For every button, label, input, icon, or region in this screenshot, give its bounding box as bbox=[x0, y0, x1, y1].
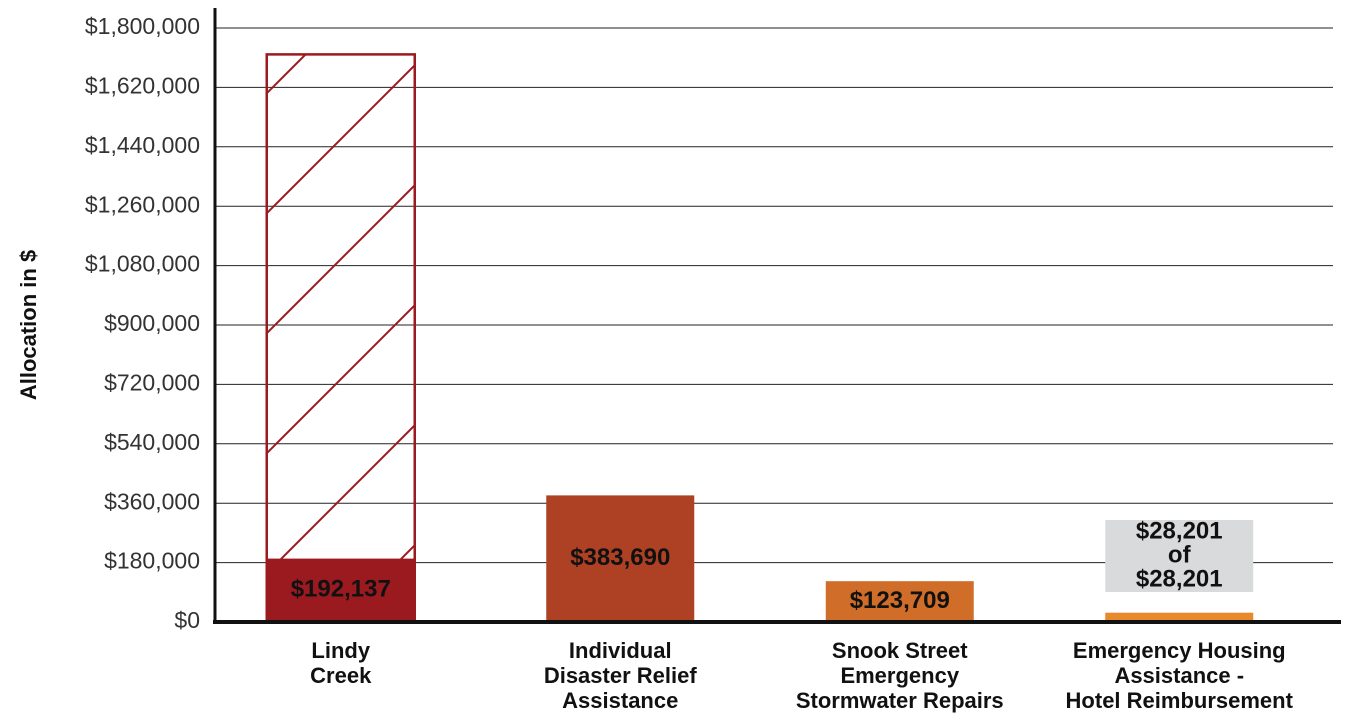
y-tick-label: $720,000 bbox=[104, 369, 200, 395]
y-tick-label: $900,000 bbox=[104, 310, 200, 336]
bar bbox=[546, 495, 695, 622]
x-tick-label: Lindy bbox=[311, 638, 370, 663]
x-tick-label: Emergency Housing bbox=[1073, 638, 1286, 663]
y-tick-label: $0 bbox=[174, 607, 200, 633]
y-tick-label: $360,000 bbox=[104, 488, 200, 514]
y-tick-label: $180,000 bbox=[104, 548, 200, 574]
x-tick-label: Snook Street bbox=[832, 638, 968, 663]
x-tick-label: Hotel Reimbursement bbox=[1066, 688, 1294, 713]
y-axis-label: Allocation in $ bbox=[16, 250, 41, 400]
value-label: $383,690 bbox=[570, 544, 670, 571]
y-tick-label: $1,620,000 bbox=[85, 72, 200, 98]
y-tick-label: $1,080,000 bbox=[85, 251, 200, 277]
x-tick-label: Individual bbox=[569, 638, 672, 663]
annotation-text: $28,201 bbox=[1136, 565, 1223, 592]
x-tick-label: Assistance - bbox=[1114, 663, 1244, 688]
bar bbox=[1105, 612, 1254, 622]
y-tick-label: $1,800,000 bbox=[85, 13, 200, 39]
y-tick-label: $1,260,000 bbox=[85, 191, 200, 217]
annotation-text: of bbox=[1168, 541, 1192, 568]
y-tick-label: $540,000 bbox=[104, 429, 200, 455]
allocation-bar bbox=[265, 53, 416, 624]
x-tick-label: Creek bbox=[310, 663, 372, 688]
x-tick-label: Assistance bbox=[562, 688, 678, 713]
value-label: $123,709 bbox=[850, 587, 950, 614]
x-tick-label: Stormwater Repairs bbox=[796, 688, 1004, 713]
bar bbox=[825, 581, 974, 622]
y-tick-label: $1,440,000 bbox=[85, 132, 200, 158]
annotation-text: $28,201 bbox=[1136, 517, 1223, 544]
value-label: $192,137 bbox=[291, 576, 391, 603]
annotation-box bbox=[1105, 520, 1254, 592]
x-tick-label: Emergency bbox=[840, 663, 959, 688]
x-tick-label: Disaster Relief bbox=[544, 663, 698, 688]
